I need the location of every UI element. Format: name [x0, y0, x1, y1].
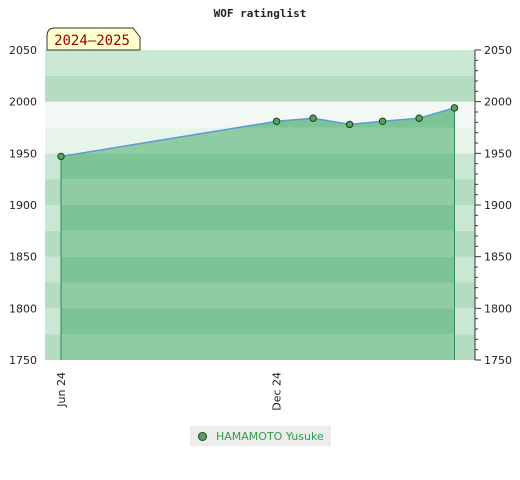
season-badge: 2024–2025: [46, 27, 141, 51]
x-tick-label: Dec 24: [271, 372, 284, 411]
y-tick-label-left: 1900: [9, 199, 37, 212]
data-point: [450, 104, 459, 112]
y-tick-label-left: 2000: [9, 96, 37, 109]
y-tick-label-left: 1850: [9, 251, 37, 264]
y-tick-label-right: 1800: [484, 302, 512, 315]
area-band: [61, 153, 455, 180]
data-point: [309, 114, 317, 122]
data-point: [345, 120, 354, 129]
area-band: [61, 334, 455, 360]
season-badge-label: 2024–2025: [54, 33, 130, 49]
y-tick-label-left: 2050: [9, 44, 37, 57]
legend-series-label: HAMAMOTO Yusuke: [216, 429, 324, 443]
y-axis-right: 1750 1800 1850 1900 1950 2000 2050: [474, 44, 512, 367]
y-tick-label-right: 1750: [484, 354, 512, 367]
band: [45, 75, 475, 102]
area-band: [61, 230, 455, 257]
y-axis-left: 1750 1800 1850 1900 1950 2000 2050: [9, 44, 37, 367]
area-band: [61, 179, 455, 205]
y-tick-label-right: 1950: [484, 147, 512, 160]
data-point: [272, 117, 281, 126]
data-point: [415, 114, 423, 122]
series-markers: [57, 104, 459, 161]
area-band: [61, 256, 455, 283]
y-tick-label-left: 1800: [9, 302, 37, 315]
y-tick-label-right: 1900: [484, 199, 512, 212]
y-tick-label-left: 1750: [9, 354, 37, 367]
y-tick-label-right: 2000: [484, 96, 512, 109]
x-axis: Jun 24 Dec 24: [55, 372, 284, 411]
y-tick-label-left: 1950: [9, 147, 37, 160]
chart-title: WOF ratinglist: [214, 7, 307, 20]
area-band: [61, 308, 455, 335]
legend-marker-icon: [198, 431, 207, 441]
y-tick-label-right: 2050: [484, 44, 512, 57]
band: [45, 50, 475, 76]
data-point: [378, 117, 387, 126]
y-tick-label-right: 1850: [484, 251, 512, 264]
legend[interactable]: HAMAMOTO Yusuke: [190, 426, 331, 446]
data-point: [57, 152, 65, 161]
area-band: [61, 205, 455, 231]
x-tick-label: Jun 24: [55, 372, 68, 408]
area-band: [61, 282, 455, 309]
